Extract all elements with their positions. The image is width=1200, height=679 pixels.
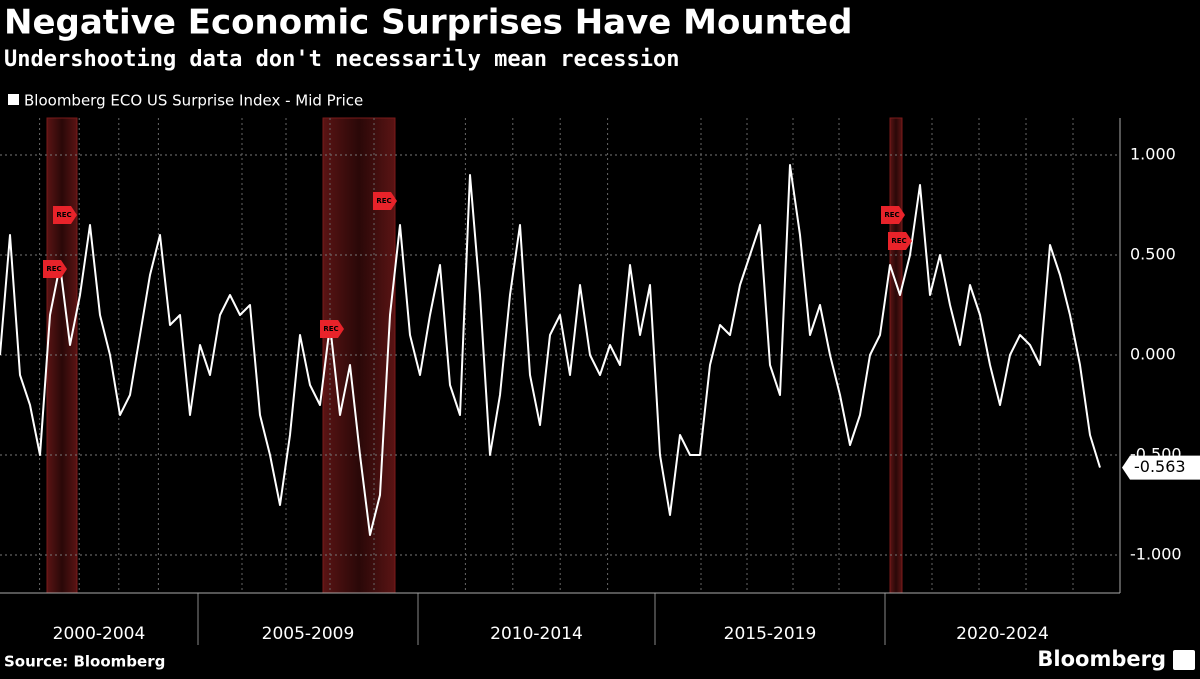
- brand: Bloomberg: [1037, 647, 1166, 671]
- brand-icon: [1173, 650, 1195, 670]
- x-tick-label: 2020-2024: [956, 624, 1049, 644]
- y-tick-label: 0.500: [1130, 245, 1176, 264]
- rec-label: REC: [884, 211, 899, 219]
- rec-marker: [373, 192, 397, 210]
- rec-label: REC: [376, 197, 391, 205]
- source: Source: Bloomberg: [4, 653, 165, 671]
- y-tick-label: -1.000: [1130, 545, 1182, 564]
- rec-marker: [53, 206, 77, 224]
- series-line: [0, 164, 1101, 536]
- x-tick-label: 2005-2009: [262, 624, 355, 644]
- last-value-label: -0.563: [1134, 457, 1186, 476]
- rec-marker: [881, 206, 905, 224]
- chart-title: Negative Economic Surprises Have Mounted: [4, 3, 852, 43]
- y-tick-label: 1.000: [1130, 145, 1176, 164]
- rec-label: REC: [891, 237, 906, 245]
- rec-marker: [43, 260, 67, 278]
- rec-marker: [320, 320, 344, 338]
- rec-label: REC: [56, 211, 71, 219]
- x-tick-label: 2015-2019: [724, 624, 817, 644]
- x-tick-label: 2010-2014: [490, 624, 583, 644]
- y-tick-label: 0.000: [1130, 345, 1176, 364]
- legend-swatch: [8, 94, 19, 105]
- last-value-tag: [1122, 455, 1200, 480]
- rec-label: REC: [46, 265, 61, 273]
- rec-label: REC: [323, 325, 338, 333]
- x-tick-label: 2000-2004: [53, 624, 146, 644]
- legend-label: Bloomberg ECO US Surprise Index - Mid Pr…: [24, 92, 363, 110]
- chart-subtitle: Undershooting data don't necessarily mea…: [4, 47, 680, 72]
- rec-marker: [888, 232, 912, 250]
